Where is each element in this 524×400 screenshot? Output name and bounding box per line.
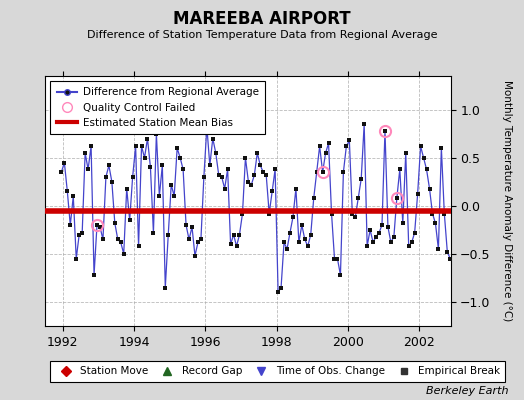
Text: Difference of Station Temperature Data from Regional Average: Difference of Station Temperature Data f… — [87, 30, 437, 40]
Text: Berkeley Earth: Berkeley Earth — [426, 386, 508, 396]
Legend: Station Move, Record Gap, Time of Obs. Change, Empirical Break: Station Move, Record Gap, Time of Obs. C… — [50, 361, 506, 382]
Text: MAREEBA AIRPORT: MAREEBA AIRPORT — [173, 10, 351, 28]
Y-axis label: Monthly Temperature Anomaly Difference (°C): Monthly Temperature Anomaly Difference (… — [502, 80, 512, 322]
